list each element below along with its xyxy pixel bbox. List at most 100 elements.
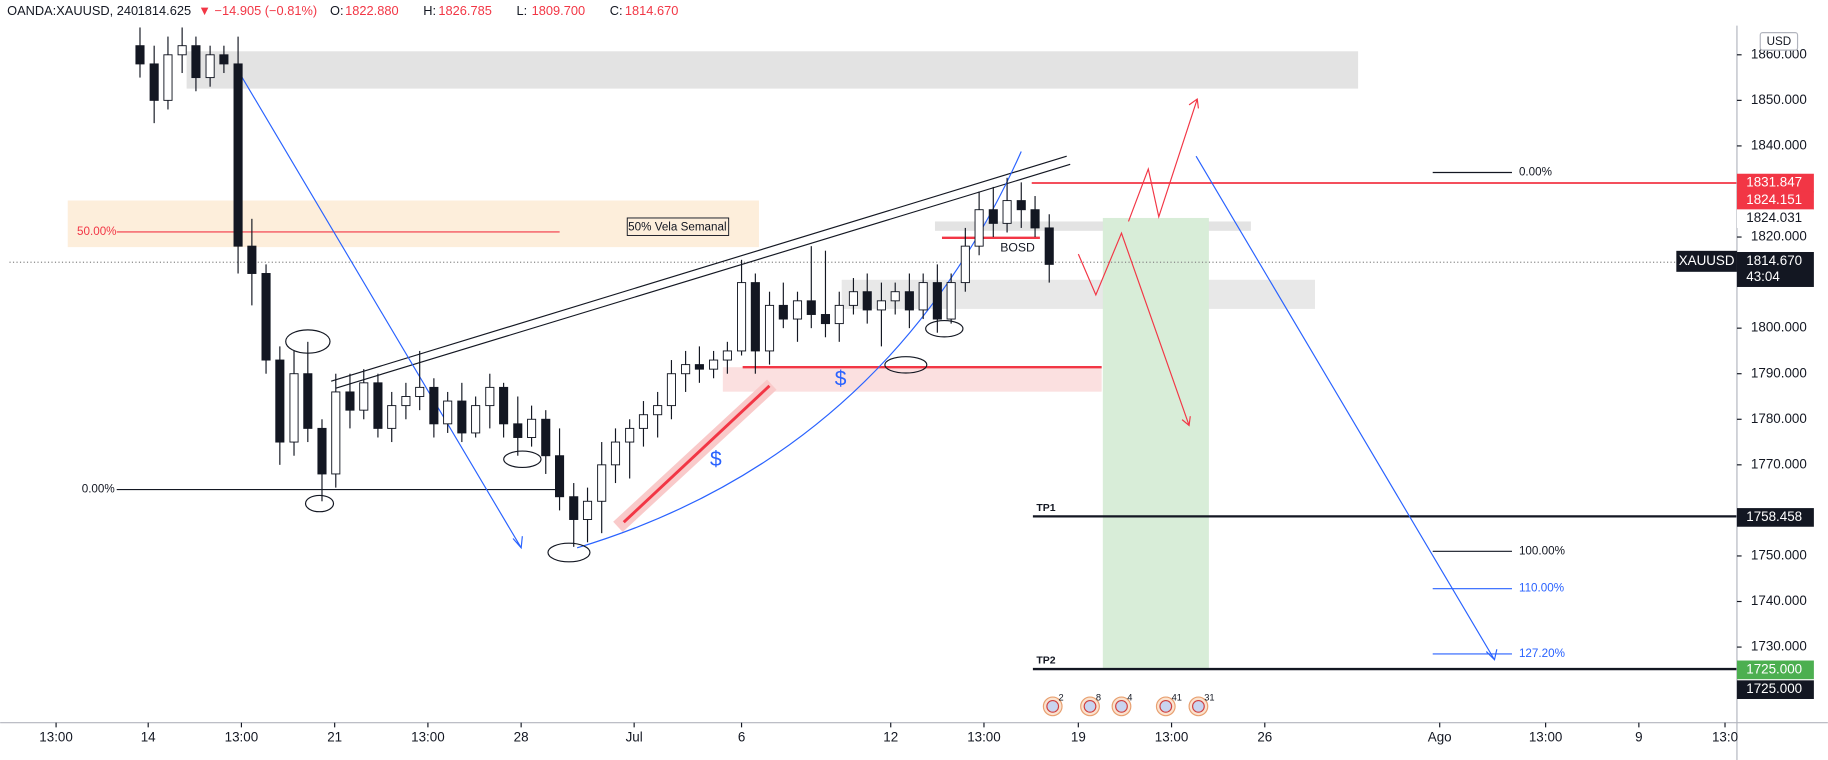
x-tick-label: Ago: [1428, 729, 1452, 744]
candle-body: [625, 427, 635, 443]
candle-body: [1030, 209, 1040, 229]
y-tick-label: 1740.000: [1751, 593, 1807, 608]
x-tick-label: 13:00: [411, 729, 445, 744]
candle-body: [219, 54, 229, 65]
ohlc-value: 1822.880: [345, 3, 398, 18]
header-change: ▼ −14.905 (−0.81%): [198, 3, 317, 18]
candle-body: [737, 282, 747, 352]
candle-body: [289, 373, 299, 443]
candle-body: [1016, 200, 1026, 211]
candle-body: [541, 418, 551, 457]
price-tag: [1736, 173, 1814, 193]
annotation: $: [835, 368, 847, 391]
x-tick-label: 13:00: [1529, 729, 1563, 744]
scenario-arrow: [1077, 231, 1191, 427]
x-tick-label: 13:00: [1155, 729, 1189, 744]
price-tag-label: 1831.847: [1746, 175, 1802, 190]
candle-body: [513, 423, 523, 438]
candle-body: [904, 291, 914, 311]
candle-body: [876, 300, 886, 311]
marker: [503, 450, 542, 469]
x-tick-label: 13:0: [1712, 729, 1738, 744]
candle-body: [261, 273, 271, 361]
annotation: $: [710, 448, 722, 471]
y-tick-label: 1790.000: [1751, 365, 1807, 380]
arrow: [238, 71, 523, 550]
price-tag-label: 1824.151: [1746, 192, 1802, 207]
candle-body: [764, 304, 775, 352]
candle-body: [806, 300, 816, 315]
x-tick-label: 13:00: [967, 729, 1001, 744]
currency: USD: [1767, 35, 1792, 48]
header-symbol: OANDA:XAUUSD, 240: [7, 3, 138, 18]
ohlc-value: 1809.700: [532, 3, 585, 18]
candle-body: [918, 282, 928, 311]
candle-body: [569, 496, 579, 520]
candle-body: [722, 350, 732, 361]
candle-body: [471, 405, 481, 434]
x-tick-label: 19: [1071, 729, 1086, 744]
ohlc-value: 1814.670: [625, 3, 678, 18]
supply-zone: [186, 51, 1359, 89]
event-flag: [1046, 699, 1060, 713]
candle-body: [848, 291, 858, 306]
price-tag-label: 1824.031: [1746, 210, 1802, 225]
x-tick-label: 9: [1635, 729, 1642, 744]
price-tag: [1736, 209, 1814, 228]
header-last: 1814.625: [138, 3, 191, 18]
annotation: BOSD: [1000, 241, 1035, 255]
candle-body: [681, 364, 691, 375]
ohlc-label: O:: [330, 3, 344, 18]
price-tag: [1736, 660, 1814, 680]
candle-body: [610, 441, 621, 466]
candle-body: [457, 400, 467, 434]
marker: [925, 319, 964, 338]
candle-body: [443, 400, 453, 425]
price-tag-label: 1758.458: [1746, 509, 1802, 524]
candle-body: [499, 386, 509, 425]
target-box: [1102, 217, 1209, 668]
symbol-tag-bg: [1676, 250, 1737, 272]
candle-body: [1002, 200, 1012, 224]
price-tag-label: 1725.000: [1746, 661, 1802, 676]
event-count: 2: [1059, 693, 1064, 703]
candle-body: [1044, 227, 1054, 265]
x-tick-label: 21: [327, 729, 342, 744]
event-count: 41: [1172, 693, 1182, 703]
x-tick-label: 28: [514, 729, 529, 744]
y-tick-label: 1850.000: [1751, 92, 1807, 107]
y-tick-label: 1840.000: [1751, 137, 1807, 152]
x-tick-label: Jul: [626, 729, 643, 744]
candle-body: [932, 282, 942, 320]
channel-line: [331, 155, 1067, 382]
candle-body: [988, 209, 998, 224]
candle-body: [778, 304, 788, 320]
x-tick-label: 14: [141, 729, 156, 744]
candle-body: [373, 382, 383, 429]
event-count: 31: [1204, 693, 1214, 703]
candle-body: [890, 291, 900, 302]
x-tick-label: 13:00: [225, 729, 259, 744]
candle-body: [359, 382, 369, 411]
fib-label: 0.00%: [1519, 166, 1552, 179]
fib-label: 110.00%: [1519, 582, 1564, 595]
y-tick-label: 1770.000: [1751, 456, 1807, 471]
currency-box: [1759, 32, 1799, 51]
candle-body: [750, 282, 760, 352]
scenario-arrow: [1127, 98, 1199, 222]
candle-body: [527, 418, 537, 438]
candle-body: [653, 405, 663, 416]
marker: [547, 542, 591, 563]
ohlc-label: L:: [517, 3, 528, 18]
liquidity-zone: [722, 367, 1102, 392]
x-tick-label: 6: [738, 729, 745, 744]
candle-body: [555, 455, 565, 498]
annotation: TP1: [1036, 503, 1055, 514]
fib-label: 100.00%: [1519, 544, 1565, 557]
candle-body: [597, 464, 607, 502]
candle-body: [820, 314, 831, 325]
ohlc-label: C:: [610, 3, 623, 18]
candle-body: [331, 391, 341, 475]
candle-body: [163, 54, 173, 101]
